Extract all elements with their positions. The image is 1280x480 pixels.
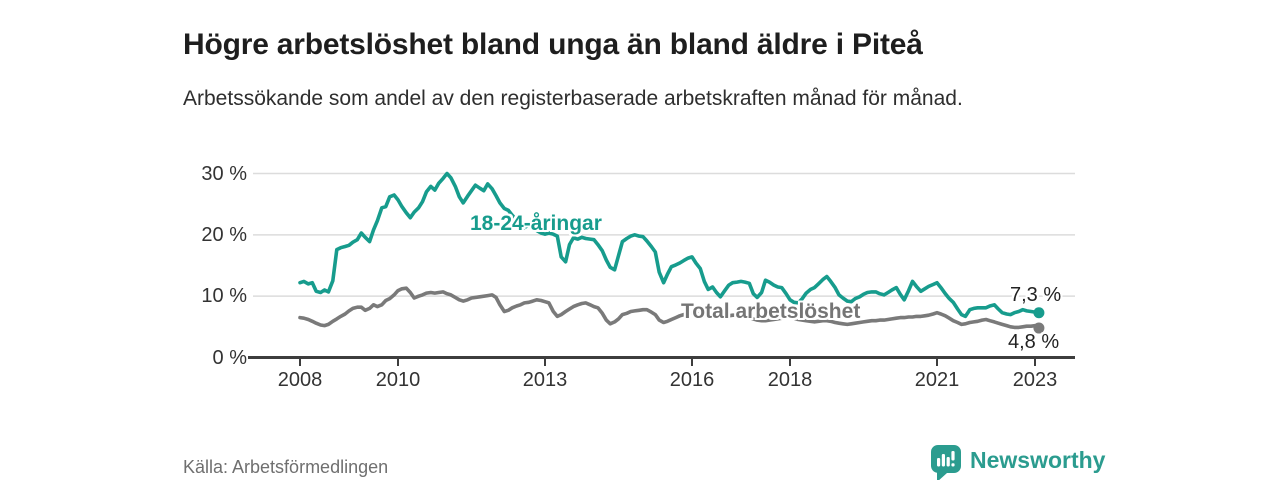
chart-subtitle: Arbetssökande som andel av den registerb… [183, 87, 963, 110]
x-tick-label: 2021 [914, 369, 960, 391]
x-tick-label: 2008 [277, 369, 323, 391]
x-tick-label: 2013 [522, 369, 568, 391]
x-tick-label: 2018 [767, 369, 813, 391]
chart-title: Högre arbetslöshet bland unga än bland ä… [183, 28, 923, 62]
series-line-0 [298, 171, 1041, 319]
series-line-1 [298, 286, 1041, 330]
x-tick-label: 2010 [375, 369, 421, 391]
series-end-dot-1 [1033, 322, 1045, 334]
newsworthy-logo: Newsworthy [931, 445, 1105, 480]
y-tick-label: 30 % [201, 163, 247, 185]
y-tick-label: 10 % [201, 285, 247, 307]
newsworthy-logo-text: Newsworthy [970, 447, 1106, 473]
newsworthy-logo-icon [931, 445, 961, 480]
y-tick-label: 0 % [212, 347, 247, 369]
source-caption: Källa: Arbetsförmedlingen [183, 457, 389, 477]
series-label-youth: 18-24-åringar [470, 212, 602, 235]
x-tick-label: 2023 [1012, 369, 1058, 391]
end-value-youth: 7,3 % [1010, 284, 1062, 306]
series-end-dot-0 [1033, 307, 1045, 319]
end-value-total: 4,8 % [1008, 331, 1060, 353]
x-tick-label: 2016 [669, 369, 715, 391]
y-tick-label: 20 % [201, 224, 247, 246]
series-label-total: Total arbetslöshet [681, 300, 861, 323]
